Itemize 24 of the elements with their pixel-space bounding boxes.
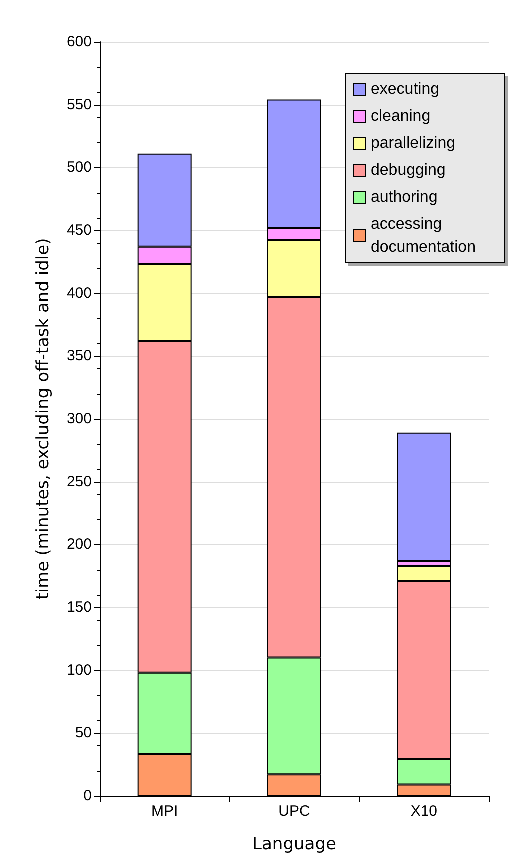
x-axis-title: Language [252,834,336,854]
y-axis-title: time (minutes, excluding off-task and idle) [34,238,54,600]
y-tick-label: 450 [66,222,92,239]
legend-label: debugging [371,162,446,179]
y-tick-label: 550 [66,96,92,114]
y-tick-label: 250 [66,473,92,490]
y-tick-label: 400 [66,284,92,302]
y-tick-label: 350 [66,348,92,365]
legend-label: executing [371,81,440,98]
y-tick-label: 50 [75,724,92,742]
legend-label: parallelizing [371,135,456,152]
y-tick-label: 600 [66,34,92,50]
y-tick-label: 150 [66,599,92,616]
x-tick-label: UPC [278,803,310,820]
y-tick-label: 200 [66,536,92,554]
legend-label: cleaning [371,108,431,125]
y-tick-label: 500 [66,159,92,176]
x-tick-label: MPI [151,803,178,820]
y-tick-label: 100 [66,662,92,679]
legend-label: accessing documentation [371,216,476,256]
y-tick-label: 0 [84,788,92,804]
x-tick-label: X10 [410,803,438,820]
legend-label: authoring [371,189,438,206]
y-tick-label: 300 [66,410,92,428]
